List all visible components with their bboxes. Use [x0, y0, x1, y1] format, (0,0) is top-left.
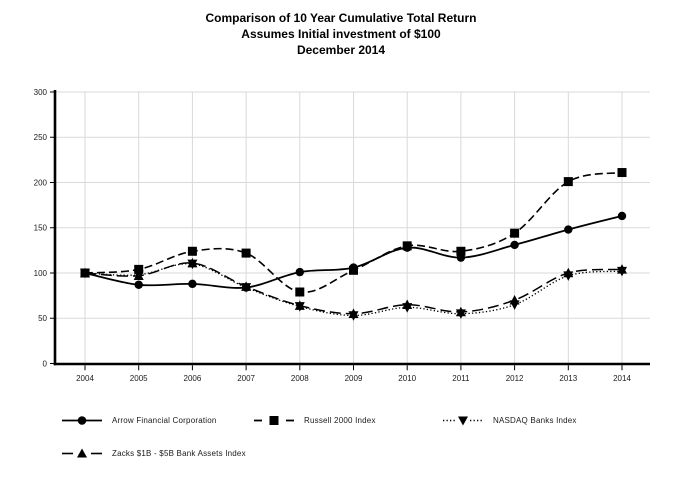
legend-item-russell-2000: Russell 2000 Index [253, 414, 376, 427]
svg-text:2013: 2013 [559, 374, 577, 383]
chart-title-line3: December 2014 [296, 43, 386, 57]
legend-label: Zacks $1B - $5B Bank Assets Index [112, 449, 246, 458]
legend-label: NASDAQ Banks Index [493, 416, 577, 425]
svg-text:2012: 2012 [506, 374, 524, 383]
svg-text:250: 250 [34, 133, 48, 142]
svg-text:2010: 2010 [398, 374, 416, 383]
svg-text:50: 50 [38, 314, 47, 323]
legend-item-zacks-bank-assets: Zacks $1B - $5B Bank Assets Index [61, 447, 246, 460]
solid-line-circle-marker-icon [62, 416, 102, 425]
svg-text:2005: 2005 [130, 374, 148, 383]
chart-title-line1: Comparison of 10 Year Cumulative Total R… [205, 11, 477, 25]
svg-text:2006: 2006 [184, 374, 202, 383]
svg-text:2007: 2007 [237, 374, 255, 383]
legend-item-nasdaq-banks: NASDAQ Banks Index [442, 414, 577, 427]
svg-text:2009: 2009 [345, 374, 363, 383]
dotted-line-triangle-down-marker-icon [443, 416, 483, 426]
legend-label: Russell 2000 Index [304, 416, 376, 425]
svg-text:200: 200 [34, 178, 48, 187]
legend-label: Arrow Financial Corporation [112, 416, 217, 425]
dashed-line-square-marker-icon [254, 416, 294, 425]
chart-title-line2: Assumes Initial investment of $100 [241, 27, 441, 41]
svg-text:2011: 2011 [452, 374, 470, 383]
svg-text:2014: 2014 [613, 374, 631, 383]
svg-text:0: 0 [43, 359, 48, 368]
svg-text:300: 300 [34, 88, 48, 97]
svg-text:2004: 2004 [76, 374, 94, 383]
chart-title: Comparison of 10 Year Cumulative Total R… [0, 10, 682, 58]
svg-text:2008: 2008 [291, 374, 309, 383]
svg-text:100: 100 [34, 269, 48, 278]
svg-text:150: 150 [34, 224, 48, 233]
legend-item-arrow-financial: Arrow Financial Corporation [61, 414, 217, 427]
dash-line-triangle-up-marker-icon [62, 448, 102, 458]
